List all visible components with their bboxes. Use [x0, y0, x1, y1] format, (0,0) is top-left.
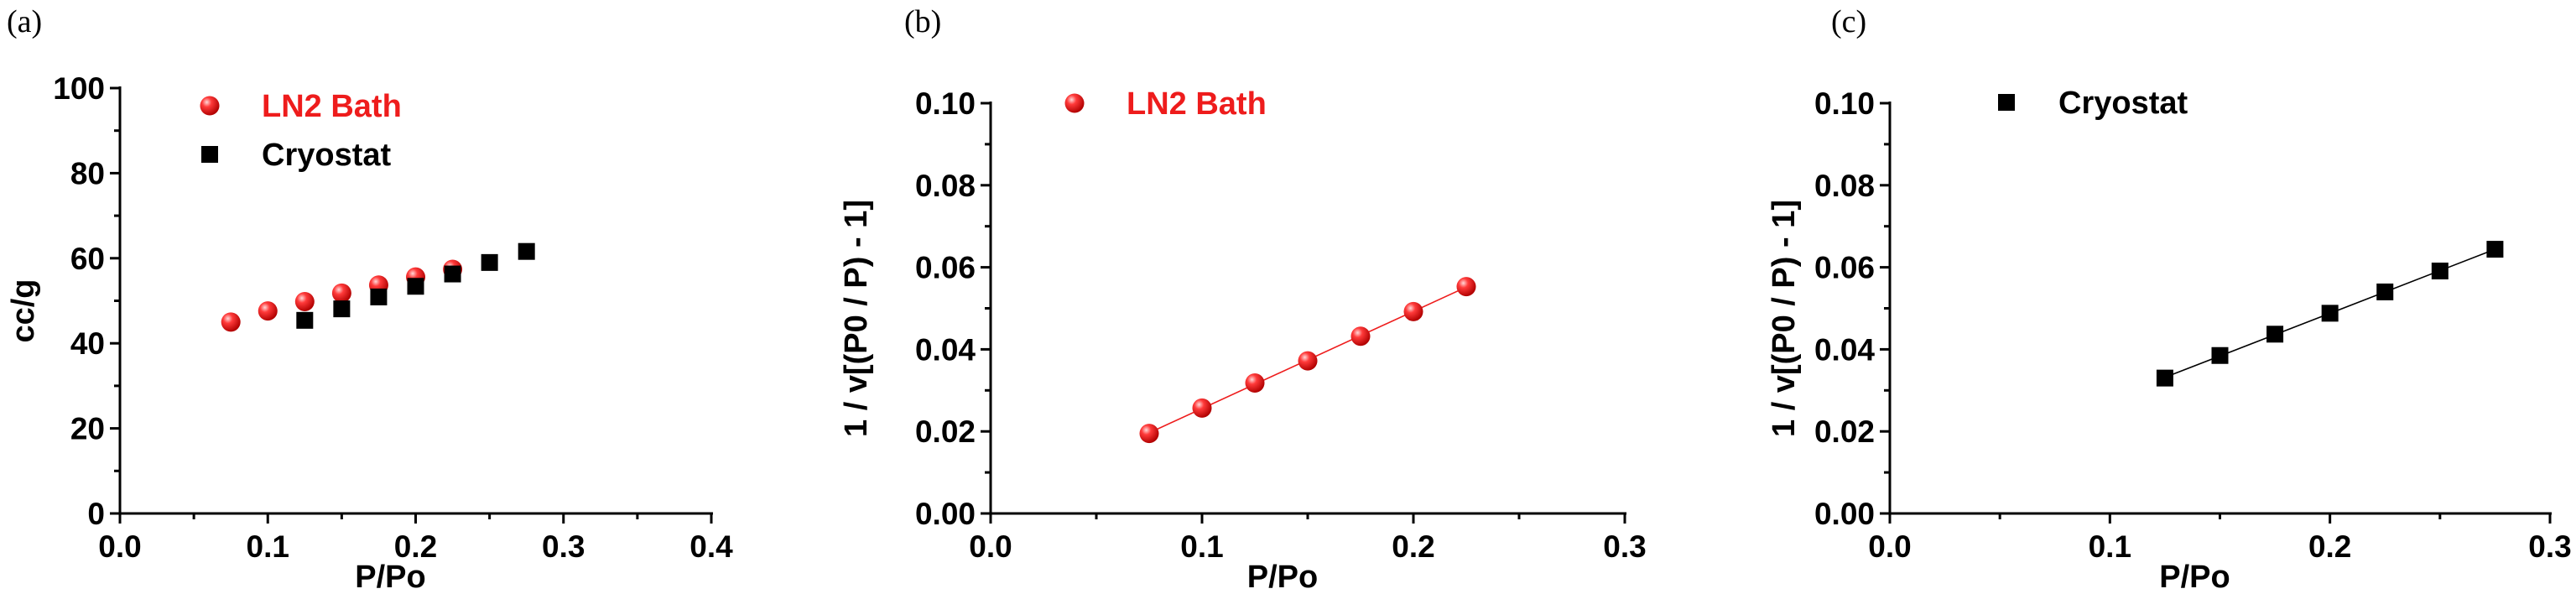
- x-tick-label: 0.1: [1180, 529, 1223, 564]
- y-tick-label: 100: [53, 71, 105, 106]
- y-tick-label: 0.02: [1814, 414, 1875, 449]
- data-point: [221, 312, 241, 332]
- legend-label: LN2 Bath: [1127, 86, 1267, 122]
- y-tick-label: 20: [70, 412, 105, 446]
- data-point: [2156, 369, 2173, 387]
- legend-label: Cryostat: [262, 138, 391, 173]
- data-point: [294, 292, 315, 312]
- panel-label: (b): [904, 4, 941, 39]
- x-axis-title: P/Po: [355, 560, 425, 594]
- y-tick-label: 0.08: [915, 169, 976, 203]
- y-tick-label: 0.08: [1814, 169, 1875, 203]
- x-tick-label: 0.0: [98, 529, 141, 564]
- y-axis-title: 1 / v[(P0 / P) - 1]: [1767, 200, 1802, 437]
- data-point: [1456, 277, 1476, 297]
- data-point: [444, 265, 461, 283]
- y-tick-label: 0.00: [1814, 497, 1875, 531]
- data-point: [1403, 301, 1423, 321]
- y-tick-label: 0.04: [915, 332, 976, 367]
- y-tick-label: 0.00: [915, 497, 976, 531]
- legend-marker: [201, 146, 218, 163]
- x-tick-label: 0.1: [2089, 529, 2131, 564]
- legend-marker: [1064, 93, 1085, 113]
- data-point: [2376, 283, 2394, 300]
- data-point: [296, 311, 314, 329]
- y-tick-label: 0.06: [915, 251, 976, 285]
- data-point: [1192, 398, 1212, 418]
- y-tick-label: 0.06: [1814, 251, 1875, 285]
- y-tick-label: 0: [87, 497, 105, 531]
- data-point: [1298, 351, 1318, 371]
- series-ln2-bath: [221, 259, 463, 332]
- x-tick-label: 0.0: [1868, 529, 1911, 564]
- x-tick-label: 0.3: [542, 529, 585, 564]
- y-tick-label: 0.02: [915, 414, 976, 449]
- chart-panels: (a) 0.0 0.1 0.2 0.3 0.4 0 20 40 60 80 100 P/Po cc/g LN…: [6, 4, 2572, 594]
- x-tick-label: 0.0: [969, 529, 1012, 564]
- data-point: [2266, 326, 2284, 343]
- y-tick-label: 0.04: [1814, 332, 1875, 367]
- data-point: [331, 283, 351, 303]
- x-axis-title: P/Po: [1247, 560, 1318, 594]
- data-point: [2486, 241, 2504, 258]
- series-ln2-bath: [1139, 277, 1476, 444]
- x-tick-label: 0.4: [690, 529, 733, 564]
- y-tick-label: 0.10: [915, 86, 976, 121]
- data-point: [481, 253, 498, 271]
- y-tick-label: 60: [70, 242, 105, 276]
- chart-panel-2: (b) 0.0 0.1 0.2 0.3 0.00 0.02 0.04 0.06 0.08 0.10 P…: [839, 4, 1647, 594]
- data-point: [333, 300, 351, 318]
- data-point: [2431, 263, 2449, 280]
- legend-label: Cryostat: [2058, 86, 2188, 121]
- data-point: [2211, 346, 2229, 364]
- chart-panel-3: (c) 0.0 0.1 0.2 0.3 0.00 0.02 0.04 0.06 0.08 0.10 P…: [1767, 4, 2572, 594]
- data-point: [1350, 326, 1371, 346]
- x-tick-label: 0.3: [1603, 529, 1646, 564]
- y-tick-label: 40: [70, 326, 105, 361]
- panel-label: (a): [7, 4, 42, 39]
- y-axis-title: 1 / v[(P0 / P) - 1]: [839, 200, 874, 437]
- data-point: [1139, 424, 1159, 444]
- y-tick-label: 0.10: [1814, 86, 1875, 121]
- data-point: [407, 278, 424, 295]
- data-point: [258, 301, 278, 321]
- x-tick-label: 0.1: [247, 529, 289, 564]
- x-tick-label: 0.3: [2528, 529, 2571, 564]
- x-axis-title: P/Po: [2159, 560, 2230, 594]
- data-point: [1245, 373, 1265, 393]
- x-tick-label: 0.2: [2308, 529, 2351, 564]
- legend-label: LN2 Bath: [262, 89, 402, 124]
- y-tick-label: 80: [70, 156, 105, 190]
- data-point: [518, 242, 535, 260]
- series-cryostat: [296, 242, 535, 329]
- data-point: [2321, 305, 2339, 322]
- panel-label: (c): [1831, 4, 1866, 39]
- series-cryostat: [2156, 241, 2504, 387]
- legend-marker: [200, 96, 220, 116]
- y-axis-title: cc/g: [6, 279, 41, 342]
- chart-panel-1: (a) 0.0 0.1 0.2 0.3 0.4 0 20 40 60 80 100 P/Po cc/g LN…: [6, 4, 733, 594]
- data-point: [370, 288, 388, 305]
- legend-marker: [1998, 94, 2015, 111]
- x-tick-label: 0.2: [1392, 529, 1434, 564]
- x-tick-label: 0.2: [394, 529, 437, 564]
